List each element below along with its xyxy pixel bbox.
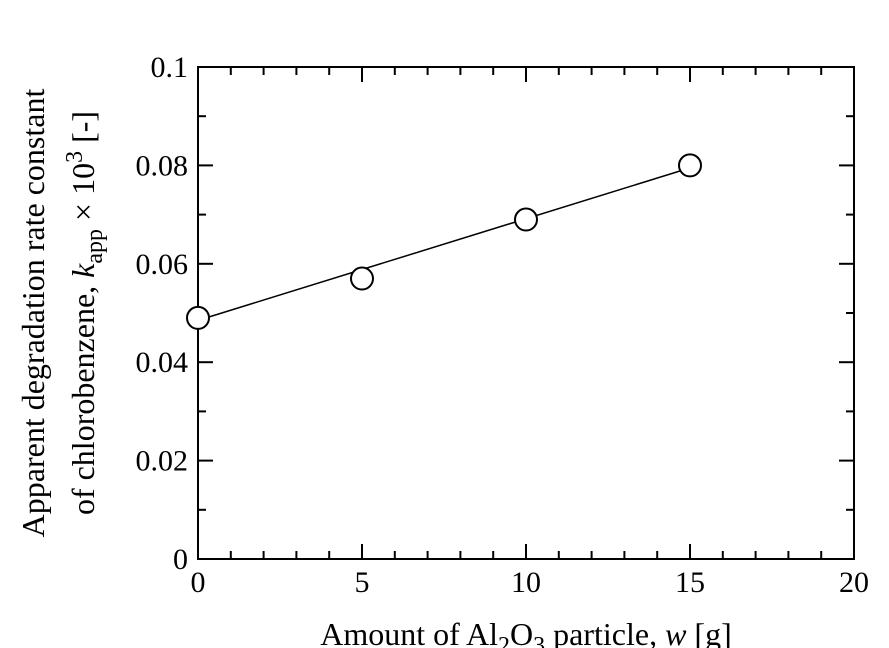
x-axis-title: Amount of Al2O3 particle, w [g] bbox=[320, 616, 731, 648]
y-tick-label: 0.04 bbox=[136, 346, 189, 379]
y-tick-label: 0 bbox=[173, 543, 188, 576]
data-point bbox=[678, 153, 702, 178]
y-axis-title-line1: Apparent degradation rate constant bbox=[15, 89, 51, 538]
data-point bbox=[350, 266, 374, 291]
data-point bbox=[514, 207, 538, 232]
y-tick-label: 0.02 bbox=[136, 445, 189, 478]
fit-line bbox=[197, 167, 691, 322]
x-tick-labels: 0 5 10 15 20 bbox=[191, 566, 870, 599]
y-tick-label: 0.08 bbox=[136, 149, 189, 182]
x-tick-label: 10 bbox=[511, 566, 541, 599]
y-tick-label: 0.06 bbox=[136, 248, 189, 281]
y-axis-title-line2: of chlorobenzene, kapp × 103 [-] bbox=[62, 111, 108, 515]
data-point bbox=[186, 305, 210, 330]
x-tick-label: 20 bbox=[839, 566, 869, 599]
plot-frame bbox=[197, 66, 855, 560]
x-tick-label: 5 bbox=[355, 566, 370, 599]
series bbox=[186, 153, 702, 330]
y-tick-labels: 0 0.02 0.04 0.06 0.08 0.1 bbox=[136, 51, 189, 576]
x-tick-label: 0 bbox=[191, 566, 206, 599]
y-tick-label: 0.1 bbox=[151, 51, 189, 84]
axis-ticks bbox=[197, 66, 855, 560]
x-tick-label: 15 bbox=[675, 566, 705, 599]
